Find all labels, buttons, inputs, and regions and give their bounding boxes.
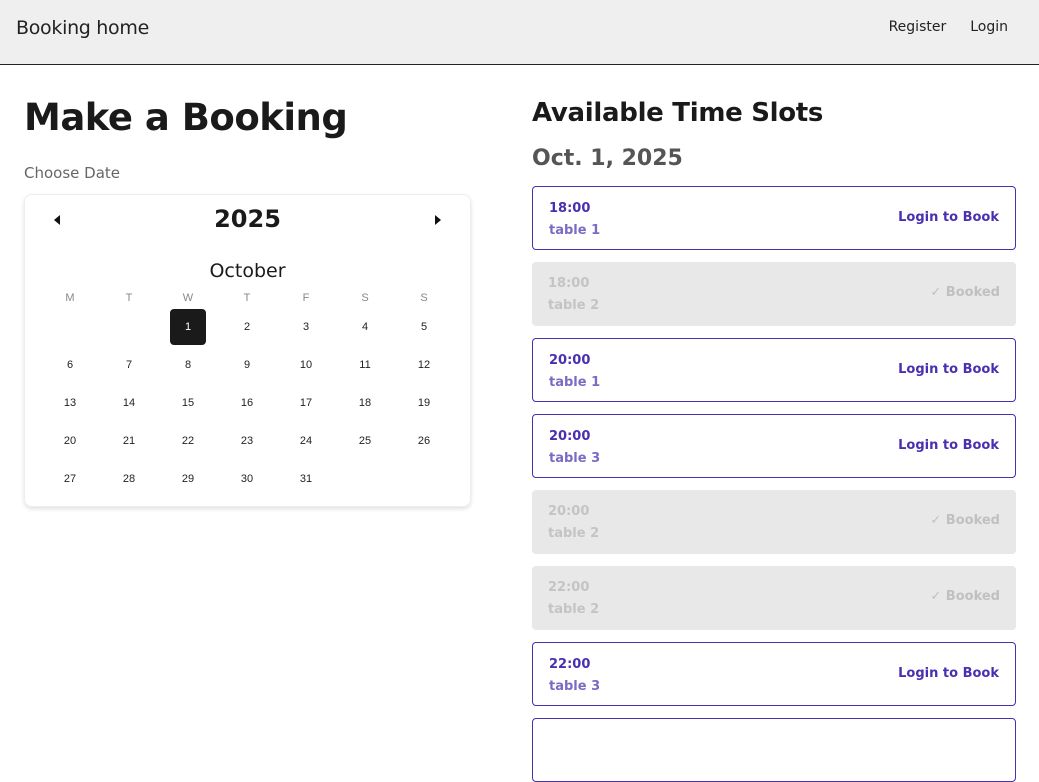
- login-link[interactable]: Login: [970, 19, 1008, 35]
- date-picker-calendar: 2025 October M T W T F S S 1 2 3 4 5 6 7 8 9 10 11 12 13 14 1…: [24, 194, 471, 507]
- slot-time: 20:00: [549, 429, 591, 444]
- calendar-day[interactable]: 24: [299, 435, 313, 447]
- booked-label: Booked: [945, 589, 1000, 604]
- calendar-day[interactable]: 7: [125, 359, 133, 371]
- slot-table: table 3: [549, 451, 601, 466]
- calendar-day[interactable]: 29: [181, 473, 195, 485]
- slot-table: table 1: [549, 223, 601, 238]
- top-navbar: Booking home Register Login: [0, 0, 1039, 65]
- weekday-header: F: [302, 292, 310, 304]
- calendar-day-selected[interactable]: 1: [170, 309, 206, 345]
- calendar-day[interactable]: 26: [417, 435, 431, 447]
- calendar-day[interactable]: 8: [184, 359, 192, 371]
- slot-time: 20:00: [549, 353, 591, 368]
- calendar-day[interactable]: 2: [243, 321, 251, 333]
- booked-label: Booked: [945, 285, 1000, 300]
- slot-time: 18:00: [548, 276, 590, 291]
- calendar-day[interactable]: 4: [361, 321, 369, 333]
- login-to-book-button[interactable]: Login to Book: [898, 210, 999, 225]
- calendar-day[interactable]: 19: [417, 397, 431, 409]
- page-title: Make a Booking: [24, 96, 348, 139]
- calendar-day[interactable]: 17: [299, 397, 313, 409]
- calendar-month: October: [209, 260, 286, 282]
- calendar-day[interactable]: 30: [240, 473, 254, 485]
- slot-time: 22:00: [549, 657, 591, 672]
- calendar-day[interactable]: 28: [122, 473, 136, 485]
- calendar-day[interactable]: 25: [358, 435, 372, 447]
- calendar-day[interactable]: 3: [302, 321, 310, 333]
- weekday-header: W: [182, 292, 194, 304]
- slot-time: 20:00: [548, 504, 590, 519]
- calendar-day[interactable]: 6: [66, 359, 74, 371]
- slot-table: table 2: [548, 526, 600, 541]
- calendar-day[interactable]: 12: [417, 359, 431, 371]
- calendar-day[interactable]: 23: [240, 435, 254, 447]
- slot-time: 18:00: [549, 201, 591, 216]
- calendar-day[interactable]: 5: [420, 321, 428, 333]
- calendar-day[interactable]: 9: [243, 359, 251, 371]
- check-icon: ✓: [930, 589, 942, 604]
- prev-arrow-icon[interactable]: [54, 215, 60, 225]
- selected-date: Oct. 1, 2025: [532, 146, 683, 171]
- check-icon: ✓: [930, 513, 942, 528]
- calendar-day[interactable]: 31: [299, 473, 313, 485]
- calendar-year: 2025: [214, 205, 281, 233]
- login-to-book-button[interactable]: Login to Book: [898, 362, 999, 377]
- time-slot[interactable]: 20:00 table 1 Login to Book: [532, 338, 1016, 402]
- weekday-header: T: [243, 292, 251, 304]
- time-slot[interactable]: 20:00 table 3 Login to Book: [532, 414, 1016, 478]
- next-arrow-icon[interactable]: [435, 215, 441, 225]
- time-slot[interactable]: 18:00 table 1 Login to Book: [532, 186, 1016, 250]
- slots-title: Available Time Slots: [532, 98, 824, 128]
- calendar-day[interactable]: 18: [358, 397, 372, 409]
- calendar-day[interactable]: 10: [299, 359, 313, 371]
- login-to-book-button[interactable]: Login to Book: [898, 438, 999, 453]
- calendar-day[interactable]: 14: [122, 397, 136, 409]
- calendar-day[interactable]: 27: [63, 473, 77, 485]
- time-slot: 22:00 table 2 ✓ Booked: [532, 566, 1016, 630]
- register-link[interactable]: Register: [888, 19, 947, 35]
- brand-link[interactable]: Booking home: [16, 17, 149, 39]
- time-slot[interactable]: 22:00 table 3 Login to Book: [532, 642, 1016, 706]
- slot-table: table 2: [548, 602, 600, 617]
- weekday-header: T: [125, 292, 133, 304]
- calendar-day[interactable]: 20: [63, 435, 77, 447]
- calendar-day[interactable]: 16: [240, 397, 254, 409]
- choose-date-label: Choose Date: [24, 164, 120, 182]
- calendar-day[interactable]: 22: [181, 435, 195, 447]
- calendar-day[interactable]: 13: [63, 397, 77, 409]
- time-slot: 18:00 table 2 ✓ Booked: [532, 262, 1016, 326]
- weekday-header: S: [420, 292, 428, 304]
- weekday-header: S: [361, 292, 369, 304]
- check-icon: ✓: [930, 285, 942, 300]
- login-to-book-button[interactable]: Login to Book: [898, 666, 999, 681]
- slot-table: table 2: [548, 298, 600, 313]
- slot-table: table 1: [549, 375, 601, 390]
- calendar-day[interactable]: 15: [181, 397, 195, 409]
- time-slot: 20:00 table 2 ✓ Booked: [532, 490, 1016, 554]
- slot-table: table 3: [549, 679, 601, 694]
- booked-label: Booked: [945, 513, 1000, 528]
- weekday-header: M: [65, 292, 75, 304]
- calendar-day[interactable]: 21: [122, 435, 136, 447]
- time-slot[interactable]: [532, 718, 1016, 782]
- slot-time: 22:00: [548, 580, 590, 595]
- calendar-day[interactable]: 11: [359, 359, 371, 371]
